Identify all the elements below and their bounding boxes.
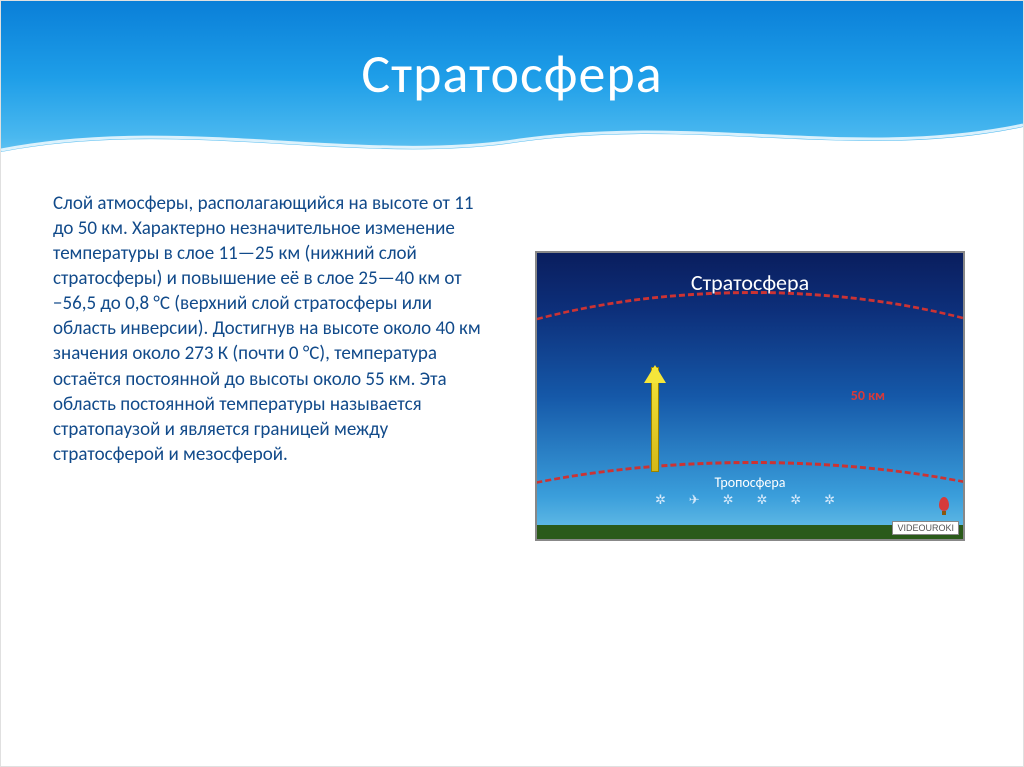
label-troposphere: Тропосфера xyxy=(537,474,963,491)
stratosphere-diagram: Стратосфера 50 км Тропосфера ✲ ✈ ✲ ✲ ✲ ✲… xyxy=(535,251,965,541)
altitude-arrow xyxy=(645,367,665,487)
watermark-label: VIDEOUROKI xyxy=(892,521,959,535)
slide: Стратосфера Слой атмосферы, располагающи… xyxy=(0,0,1024,767)
arrow-head-icon xyxy=(644,365,666,383)
wave-divider xyxy=(1,112,1023,172)
balloon-icon xyxy=(939,497,949,511)
km-label: 50 км xyxy=(851,387,885,404)
body-paragraph: Слой атмосферы, располагающийся на высот… xyxy=(53,191,483,467)
header-band: Стратосфера xyxy=(1,1,1023,171)
slide-title: Стратосфера xyxy=(1,41,1023,107)
clouds-row: ✲ ✈ ✲ ✲ ✲ ✲ xyxy=(537,493,963,513)
